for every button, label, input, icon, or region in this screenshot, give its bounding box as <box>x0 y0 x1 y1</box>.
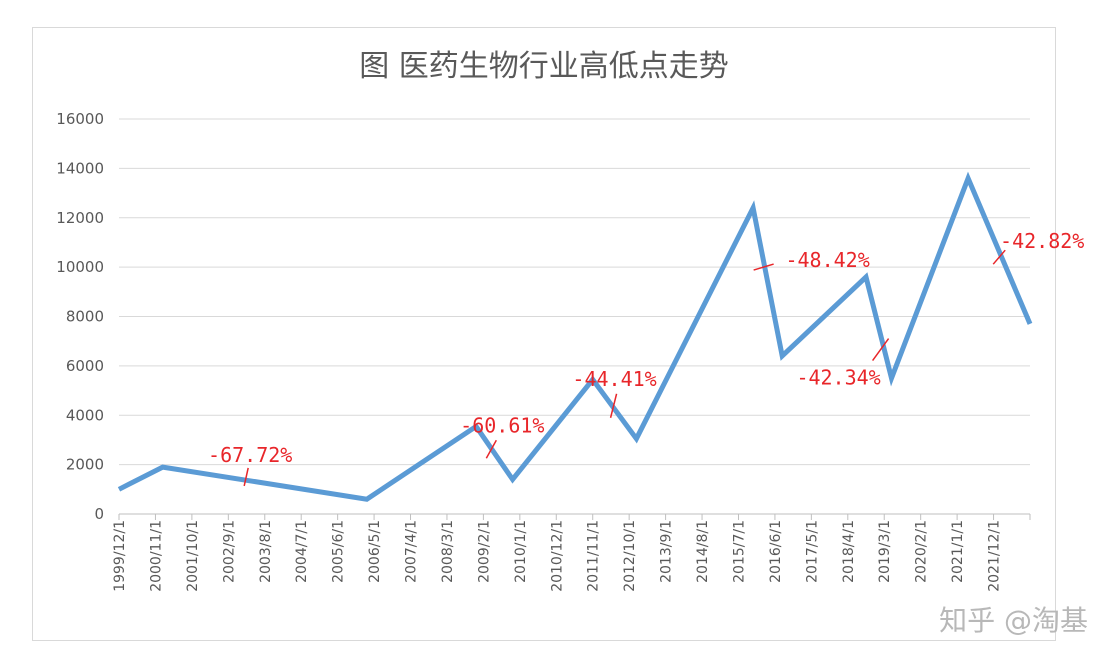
x-tick-label: 2020/2/1 <box>914 520 930 583</box>
x-tick-label: 2010/1/1 <box>513 520 529 583</box>
y-tick-label: 14000 <box>56 159 104 177</box>
annotations: -67.72% -60.61% -44.41% -48.42% -42.34% -42.8… <box>208 229 1084 487</box>
chart-frame <box>32 27 1056 641</box>
chart-title: 图 医药生物行业高低点走势 <box>359 49 729 84</box>
x-tick-label: 2021/12/1 <box>987 520 1003 592</box>
annotation-label: -67.72% <box>208 443 292 467</box>
y-tick-label: 2000 <box>66 456 104 474</box>
x-axis: 1999/12/1 2000/11/1 2001/10/1 2002/9/1 2003/… <box>112 514 1031 592</box>
annotation-leader <box>753 263 774 271</box>
gridlines <box>119 118 1030 515</box>
x-tick-label: 2021/1/1 <box>950 520 966 583</box>
x-tick-label: 2008/3/1 <box>440 520 456 583</box>
x-tick-label: 2005/6/1 <box>331 520 347 583</box>
x-tick-label: 2012/10/1 <box>622 520 638 592</box>
annotation-leader <box>609 393 618 419</box>
annotation-label: -48.42% <box>785 248 869 272</box>
annotation-leader <box>871 338 890 362</box>
y-tick-label: 10000 <box>56 258 104 276</box>
x-tick-label: 2015/7/1 <box>731 520 747 583</box>
x-tick-label: 2011/11/1 <box>586 520 602 592</box>
annotation-label: -42.34% <box>796 366 880 390</box>
y-tick-label: 6000 <box>66 357 104 375</box>
x-tick-label: 2001/10/1 <box>185 520 201 592</box>
watermark: 知乎 @淘基 <box>939 604 1088 637</box>
x-tick-label: 2017/5/1 <box>804 520 820 583</box>
x-tick-label: 2002/9/1 <box>221 520 237 583</box>
annotation-leader <box>992 249 1006 265</box>
x-tick-label: 2013/9/1 <box>659 520 675 583</box>
x-tick-label: 2018/4/1 <box>841 520 857 583</box>
x-tick-label: 2004/7/1 <box>294 520 310 583</box>
data-series <box>117 171 1033 502</box>
x-tick-label: 2006/5/1 <box>367 520 383 583</box>
annotation-leader <box>485 439 497 459</box>
y-tick-label: 16000 <box>56 110 104 128</box>
annotation-label: -42.82% <box>1000 229 1084 253</box>
x-tick-label: 2016/6/1 <box>768 520 784 583</box>
x-tick-label: 2014/8/1 <box>695 520 711 583</box>
x-tick-label: 2019/3/1 <box>877 520 893 583</box>
x-tick-label: 2007/4/1 <box>404 520 420 583</box>
annotation-leader <box>243 467 249 487</box>
y-tick-label: 0 <box>94 505 104 523</box>
annotation-label: -44.41% <box>572 367 656 391</box>
y-tick-label: 8000 <box>66 308 104 326</box>
x-tick-label: 2003/8/1 <box>258 520 274 583</box>
annotation-label: -60.61% <box>460 413 544 437</box>
y-tick-label: 4000 <box>66 406 104 424</box>
y-axis: 0 2000 4000 6000 8000 10000 12000 14000 16000 <box>56 110 104 523</box>
x-tick-label: 2009/2/1 <box>476 520 492 583</box>
x-tick-label: 1999/12/1 <box>112 520 128 592</box>
x-tick-label: 2010/12/1 <box>549 520 565 592</box>
x-tick-label: 2000/11/1 <box>148 520 164 592</box>
y-tick-label: 12000 <box>56 209 104 227</box>
